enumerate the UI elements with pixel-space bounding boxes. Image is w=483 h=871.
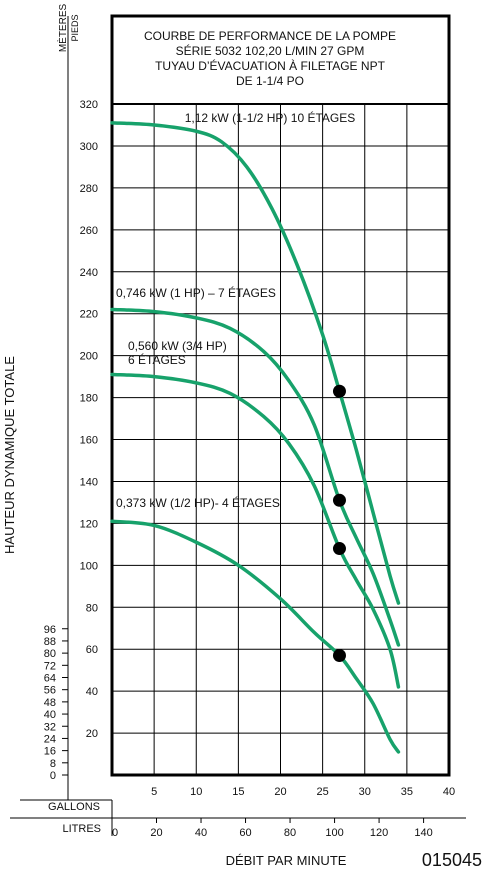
series-label: 0,560 kW (3/4 HP) 6 ÉTAGES bbox=[128, 339, 227, 367]
liters-tick-label: 20 bbox=[150, 827, 162, 839]
chart-title-line: DE 1-1/4 PO bbox=[236, 74, 304, 88]
feet-tick-label: 120 bbox=[80, 518, 98, 530]
liters-unit-label: LITRES bbox=[62, 823, 101, 835]
series-line bbox=[110, 519, 401, 754]
gallons-unit-label: GALLONS bbox=[48, 801, 100, 813]
liters-tick-label: 140 bbox=[414, 827, 432, 839]
feet-tick-label: 280 bbox=[80, 183, 98, 195]
meters-tick-label: 64 bbox=[44, 673, 56, 685]
feet-tick-label: 140 bbox=[80, 476, 98, 488]
feet-tick-label: 40 bbox=[86, 686, 98, 698]
series-line bbox=[110, 307, 401, 647]
feet-tick-label: 160 bbox=[80, 435, 98, 447]
gallons-tick-label: 40 bbox=[443, 786, 455, 798]
meters-tick-label: 24 bbox=[44, 733, 56, 745]
feet-tick-label: 20 bbox=[86, 728, 98, 740]
liters-tick-label: 60 bbox=[239, 827, 251, 839]
feet-tick-label: 180 bbox=[80, 393, 98, 405]
gallons-tick-label: 35 bbox=[401, 786, 413, 798]
gallons-tick-label: 25 bbox=[317, 786, 329, 798]
series-line bbox=[110, 121, 401, 605]
meters-tick-label: 0 bbox=[50, 770, 56, 782]
gallons-tick-label: 30 bbox=[359, 786, 371, 798]
feet-tick-label: 320 bbox=[80, 99, 98, 111]
series-label: 0,746 kW (1 HP) – 7 ÉTAGES bbox=[116, 285, 276, 300]
chart-title-line: COURBE DE PERFORMANCE DE LA POMPE bbox=[144, 29, 396, 43]
meters-tick-label: 80 bbox=[44, 648, 56, 660]
liters-tick-label: 0 bbox=[112, 827, 118, 839]
chart-title-line: TUYAU D’ÉVACUATION À FILETAGE NPT bbox=[155, 58, 385, 73]
operating-point bbox=[332, 384, 346, 398]
meters-tick-label: 56 bbox=[44, 685, 56, 697]
meters-tick-label: 40 bbox=[44, 709, 56, 721]
feet-tick-label: 60 bbox=[86, 644, 98, 656]
feet-tick-label: 220 bbox=[80, 309, 98, 321]
meters-tick-label: 72 bbox=[44, 660, 56, 672]
meters-tick-label: 8 bbox=[50, 758, 56, 770]
operating-points bbox=[332, 384, 346, 662]
gallons-tick-label: 10 bbox=[190, 786, 202, 798]
liters-tick-label: 120 bbox=[370, 827, 388, 839]
series-label: 1,12 kW (1-1/2 HP) 10 ÉTAGES bbox=[185, 110, 356, 125]
operating-point bbox=[332, 542, 346, 556]
grid bbox=[10, 14, 466, 836]
operating-point bbox=[332, 493, 346, 507]
meters-tick-label: 16 bbox=[44, 746, 56, 758]
feet-tick-label: 80 bbox=[86, 602, 98, 614]
curves bbox=[110, 121, 401, 754]
chart-title-line: SÉRIE 5032 102,20 L/MIN 27 GPM bbox=[176, 43, 365, 58]
meters-unit-label: MÈTERES bbox=[56, 4, 69, 53]
feet-unit-label: PIEDS bbox=[70, 14, 80, 41]
feet-tick-label: 200 bbox=[80, 351, 98, 363]
feet-tick-label: 300 bbox=[80, 141, 98, 153]
liters-tick-label: 100 bbox=[325, 827, 343, 839]
feet-tick-label: 240 bbox=[80, 267, 98, 279]
meters-tick-label: 88 bbox=[44, 636, 56, 648]
feet-tick-label: 260 bbox=[80, 225, 98, 237]
y-axis-title: HAUTEUR DYNAMIQUE TOTALE bbox=[2, 356, 17, 554]
figure-id: 015045 bbox=[422, 850, 482, 870]
meters-tick-label: 96 bbox=[44, 624, 56, 636]
gallons-tick-label: 5 bbox=[151, 786, 157, 798]
x-axis-title: DÉBIT PAR MINUTE bbox=[226, 853, 347, 868]
meters-tick-label: 32 bbox=[44, 721, 56, 733]
liters-tick-label: 80 bbox=[284, 827, 296, 839]
gallons-tick-label: 15 bbox=[232, 786, 244, 798]
gallons-tick-label: 20 bbox=[274, 786, 286, 798]
feet-tick-label: 100 bbox=[80, 560, 98, 572]
operating-point bbox=[332, 648, 346, 662]
meters-tick-label: 48 bbox=[44, 697, 56, 709]
series-line bbox=[110, 372, 401, 689]
series-label: 0,373 kW (1/2 HP)- 4 ÉTAGES bbox=[116, 495, 280, 510]
liters-tick-label: 40 bbox=[195, 827, 207, 839]
